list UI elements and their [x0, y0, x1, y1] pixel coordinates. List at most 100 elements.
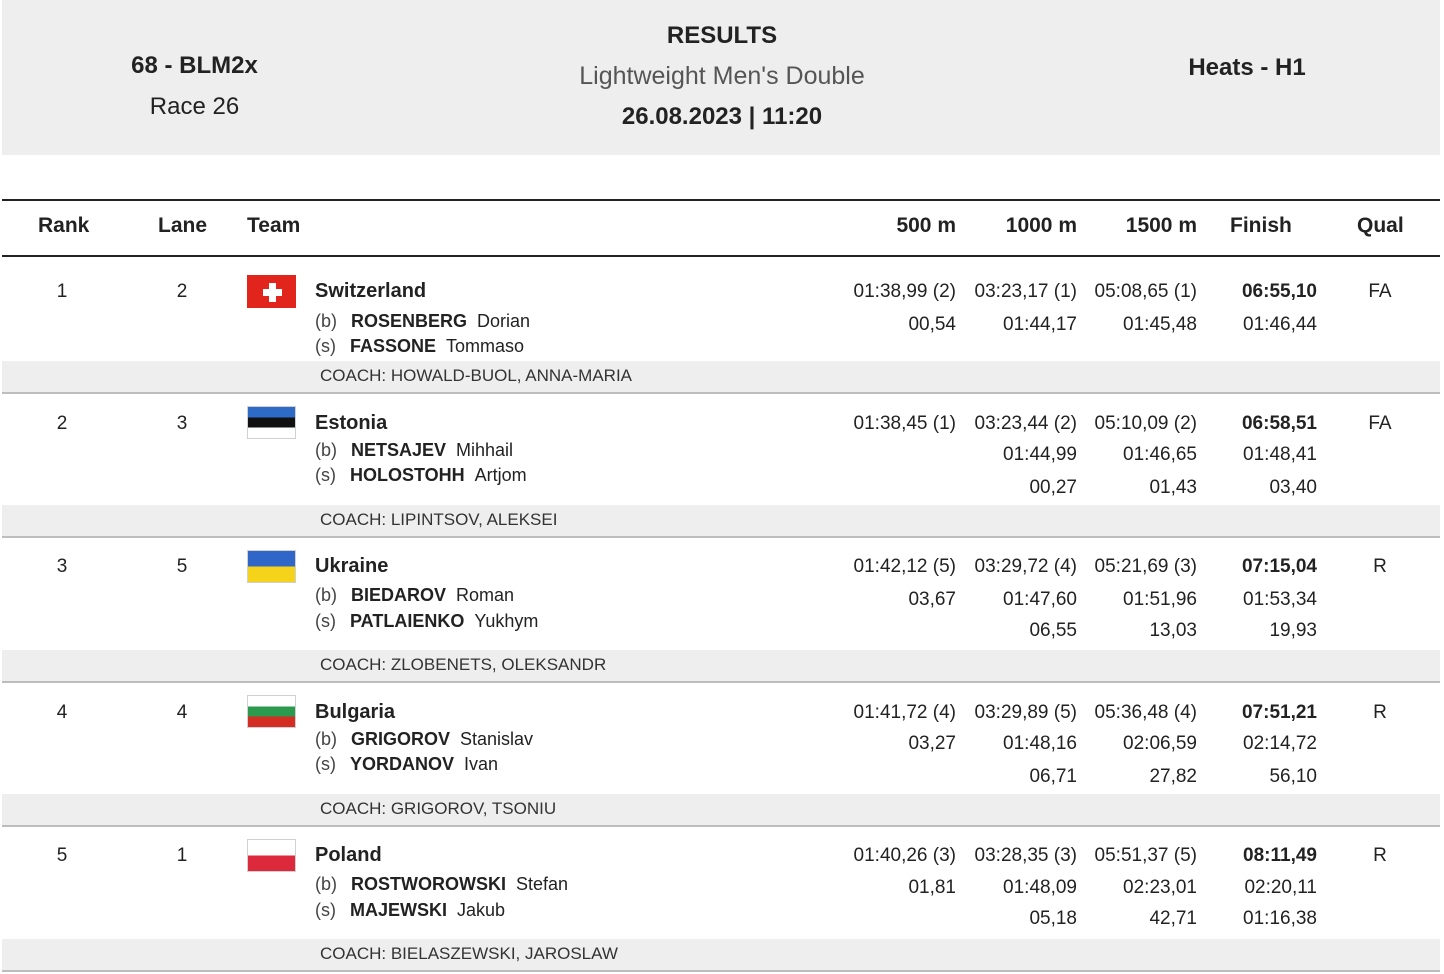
table-row: 1 2 Switzerland (b) ROSENBERG Dorian (s) FA…: [2, 257, 1440, 394]
time-1500m: 05:21,69 (3): [1094, 556, 1197, 577]
split-finish: 01:53,34: [1243, 589, 1317, 610]
split-finish: 01:48,41: [1243, 444, 1317, 465]
coach-name: COACH: LIPINTSOV, ALEKSEI: [320, 510, 558, 529]
diff-1000m: 05,18: [1029, 908, 1077, 929]
time-1500m: 05:36,48 (4): [1094, 702, 1197, 723]
athlete-surname: ROSTWOROWSKI: [351, 874, 506, 894]
split-1000m: 01:47,60: [1003, 589, 1077, 610]
crew-stroke: (s) MAJEWSKI Jakub: [315, 900, 505, 921]
column-header-lane: Lane: [158, 214, 208, 237]
rank-cell: 5: [56, 845, 68, 866]
column-header-qual: Qual: [1357, 214, 1404, 237]
finish-time: 06:55,10: [1241, 281, 1317, 302]
seat-position: (s): [315, 900, 336, 920]
diff-1000m: 06,55: [1029, 620, 1077, 641]
diff-1000m: 06,71: [1029, 766, 1077, 787]
crew-stroke: (s) FASSONE Tommaso: [315, 336, 524, 357]
athlete-given-name: Ivan: [464, 754, 499, 774]
seat-position: (s): [315, 336, 336, 356]
lane-cell: 3: [176, 413, 188, 434]
split-1500m: 01:45,48: [1123, 314, 1197, 335]
athlete-surname: NETSAJEV: [351, 440, 447, 460]
athlete-surname: GRIGOROV: [351, 729, 451, 749]
crew-stroke: (s) HOLOSTOHH Artjom: [315, 465, 527, 486]
time-1000m: 03:29,89 (5): [974, 702, 1077, 723]
lane-cell: 2: [176, 281, 188, 302]
diff-finish: 56,10: [1269, 766, 1317, 787]
athlete-surname: BIEDAROV: [351, 585, 447, 605]
rank-cell: 1: [56, 281, 68, 302]
split-500m: 03,67: [908, 589, 956, 610]
split-1500m: 02:23,01: [1123, 877, 1197, 898]
seat-position: (b): [315, 440, 337, 460]
event-code: 68 - BLM2x: [131, 52, 258, 79]
country-name: Switzerland: [315, 280, 427, 302]
split-1500m: 01:46,65: [1123, 444, 1197, 465]
column-header-1500m: 1500 m: [1125, 214, 1197, 237]
header-rule: [2, 255, 1440, 257]
coach-band: COACH: ZLOBENETS, OLEKSANDR: [2, 650, 1440, 683]
race-datetime: 26.08.2023 | 11:20: [621, 103, 823, 130]
split-finish: 01:46,44: [1243, 314, 1317, 335]
crew-bow: (b) GRIGOROV Stanislav: [315, 729, 533, 750]
athlete-given-name: Roman: [456, 585, 515, 605]
coach-name: COACH: ZLOBENETS, OLEKSANDR: [320, 655, 607, 674]
lane-cell: 1: [176, 845, 188, 866]
qualification: FA: [1368, 281, 1392, 302]
athlete-given-name: Stefan: [516, 874, 569, 894]
results-header: 68 - BLM2x Race 26 RESULTS Lightweight M…: [2, 0, 1440, 155]
seat-position: (s): [315, 611, 336, 631]
time-1500m: 05:10,09 (2): [1094, 413, 1197, 434]
coach-name: COACH: HOWALD-BUOL, ANNA-MARIA: [320, 366, 633, 385]
rank-cell: 3: [56, 556, 68, 577]
lane-cell: 4: [176, 702, 188, 723]
athlete-given-name: Artjom: [474, 465, 527, 485]
split-1500m: 01:51,96: [1123, 589, 1197, 610]
rank-cell: 4: [56, 702, 68, 723]
finish-time: 07:51,21: [1241, 702, 1317, 723]
estonia-flag-icon: [247, 406, 296, 439]
poland-flag-icon: [247, 839, 296, 872]
country-name: Ukraine: [315, 555, 389, 577]
athlete-surname: MAJEWSKI: [350, 900, 448, 920]
crew-stroke: (s) YORDANOV Ivan: [315, 754, 498, 775]
event-name: Lightweight Men's Double: [579, 62, 865, 90]
athlete-surname: YORDANOV: [350, 754, 455, 774]
coach-name: COACH: BIELASZEWSKI, JAROSLAW: [320, 944, 618, 963]
qualification: R: [1373, 702, 1387, 723]
split-500m: 00,54: [908, 314, 956, 335]
athlete-given-name: Yukhym: [474, 611, 539, 631]
time-500m: 01:40,26 (3): [853, 845, 956, 866]
crew-bow: (b) ROSTWOROWSKI Stefan: [315, 874, 568, 895]
ukraine-flag-icon: [247, 550, 296, 583]
table-top-rule: [2, 199, 1440, 201]
coach-band: COACH: LIPINTSOV, ALEKSEI: [2, 505, 1440, 538]
table-row: 5 1 Poland (b) ROSTWOROWSKI Stefan (s) MAJE…: [2, 826, 1440, 972]
seat-position: (s): [315, 754, 336, 774]
qualification: R: [1373, 556, 1387, 577]
athlete-surname: FASSONE: [350, 336, 437, 356]
athlete-given-name: Jakub: [457, 900, 506, 920]
diff-1000m: 00,27: [1029, 477, 1077, 498]
crew-bow: (b) ROSENBERG Dorian: [315, 311, 530, 332]
time-1000m: 03:28,35 (3): [974, 845, 1077, 866]
athlete-given-name: Stanislav: [460, 729, 534, 749]
diff-finish: 01:16,38: [1243, 908, 1317, 929]
athlete-given-name: Tommaso: [446, 336, 525, 356]
diff-1500m: 01,43: [1149, 477, 1197, 498]
split-finish: 02:20,11: [1244, 877, 1317, 898]
split-1500m: 02:06,59: [1123, 733, 1197, 754]
column-header-500m: 500 m: [896, 214, 956, 237]
column-header-team: Team: [247, 214, 301, 237]
time-1000m: 03:23,44 (2): [974, 413, 1077, 434]
column-header-finish: Finish: [1230, 214, 1292, 237]
split-1000m: 01:44,99: [1003, 444, 1077, 465]
diff-finish: 19,93: [1269, 620, 1317, 641]
crew-stroke: (s) PATLAIENKO Yukhym: [315, 611, 538, 632]
split-finish: 02:14,72: [1243, 733, 1317, 754]
time-1000m: 03:29,72 (4): [974, 556, 1077, 577]
qualification: R: [1373, 845, 1387, 866]
diff-1500m: 13,03: [1149, 620, 1197, 641]
time-1000m: 03:23,17 (1): [974, 281, 1077, 302]
